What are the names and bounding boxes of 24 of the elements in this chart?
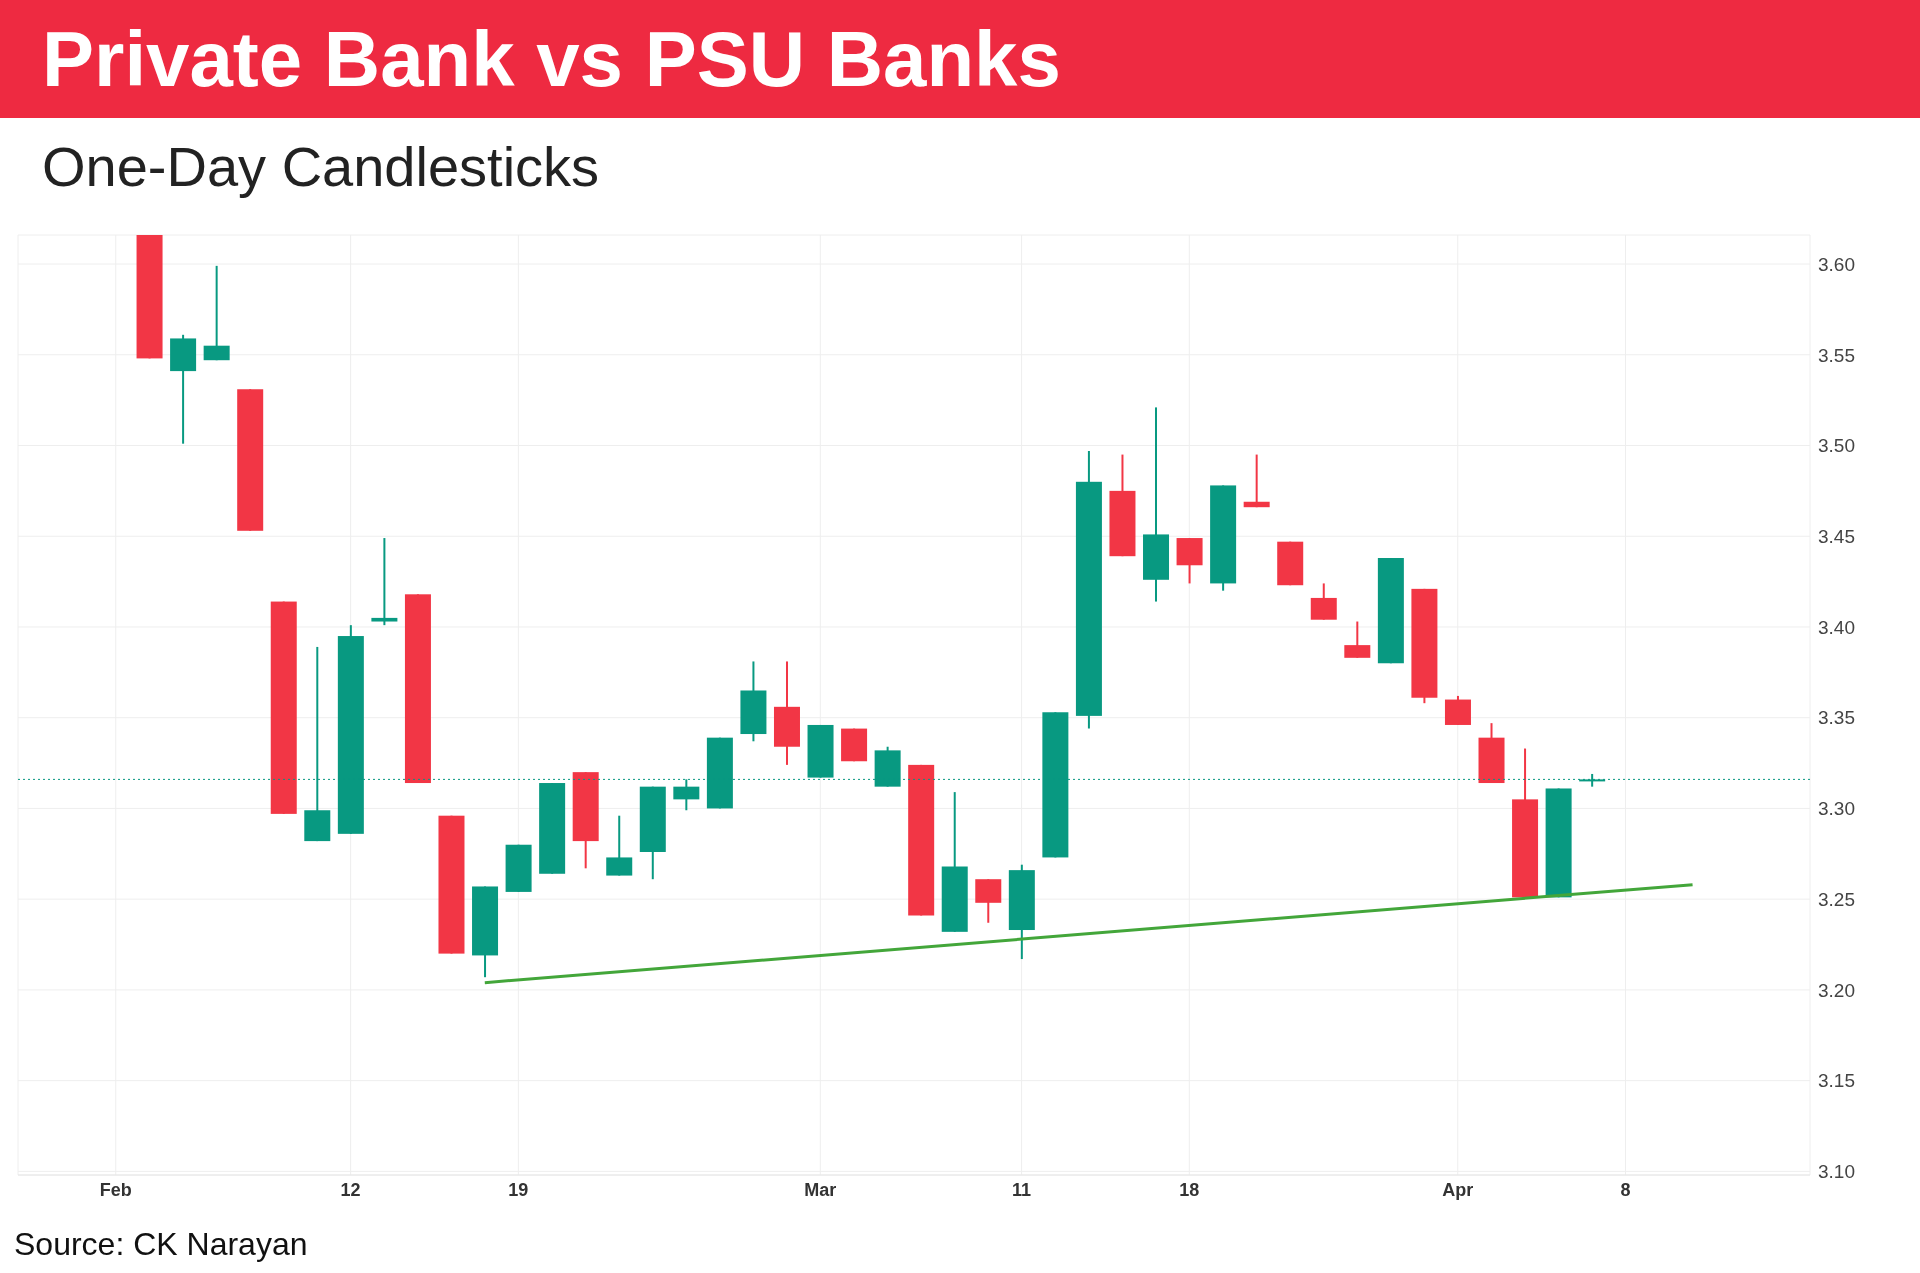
y-tick-label: 3.20 <box>1818 979 1855 1001</box>
chart-subtitle: One-Day Candlesticks <box>42 134 601 199</box>
y-tick-label: 3.40 <box>1818 616 1855 638</box>
y-tick-label: 3.35 <box>1818 707 1855 729</box>
y-tick-label: 3.45 <box>1818 525 1855 547</box>
y-tick-label: 3.10 <box>1818 1161 1855 1183</box>
x-tick-label: Feb <box>99 1179 132 1200</box>
y-tick-label: 3.30 <box>1818 798 1855 820</box>
candlestick <box>371 537 398 627</box>
x-tick-label: 19 <box>508 1179 529 1200</box>
y-tick-label: 3.55 <box>1818 344 1855 366</box>
x-tick-label: 11 <box>1012 1179 1032 1200</box>
source-note: Source: CK Narayan <box>14 1226 308 1263</box>
x-tick-label: 12 <box>340 1179 361 1200</box>
x-tick-label: Mar <box>804 1179 837 1200</box>
y-tick-label: 3.50 <box>1818 435 1855 457</box>
y-tick-label: 3.60 <box>1818 253 1855 275</box>
x-tick-label: 18 <box>1179 1179 1200 1200</box>
candlestick <box>1243 453 1270 509</box>
x-tick-label: 8 <box>1620 1179 1631 1200</box>
chart-title: Private Bank vs PSU Banks <box>0 0 1920 118</box>
x-tick-label: Apr <box>1442 1179 1474 1200</box>
y-tick-label: 3.25 <box>1818 888 1855 910</box>
y-tick-label: 3.15 <box>1818 1070 1855 1092</box>
